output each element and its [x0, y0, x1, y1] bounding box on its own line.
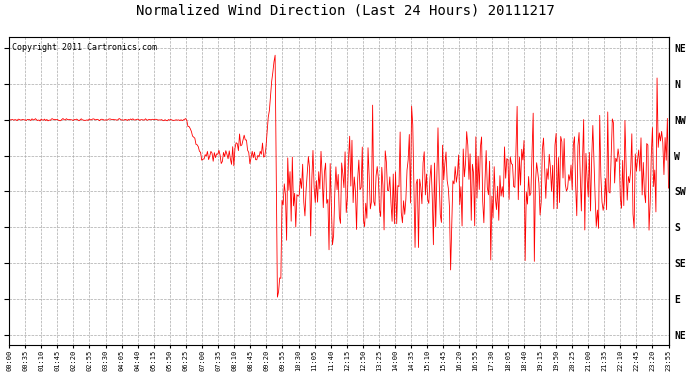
Text: Normalized Wind Direction (Last 24 Hours) 20111217: Normalized Wind Direction (Last 24 Hours… — [136, 4, 554, 18]
Text: Copyright 2011 Cartronics.com: Copyright 2011 Cartronics.com — [12, 44, 157, 52]
